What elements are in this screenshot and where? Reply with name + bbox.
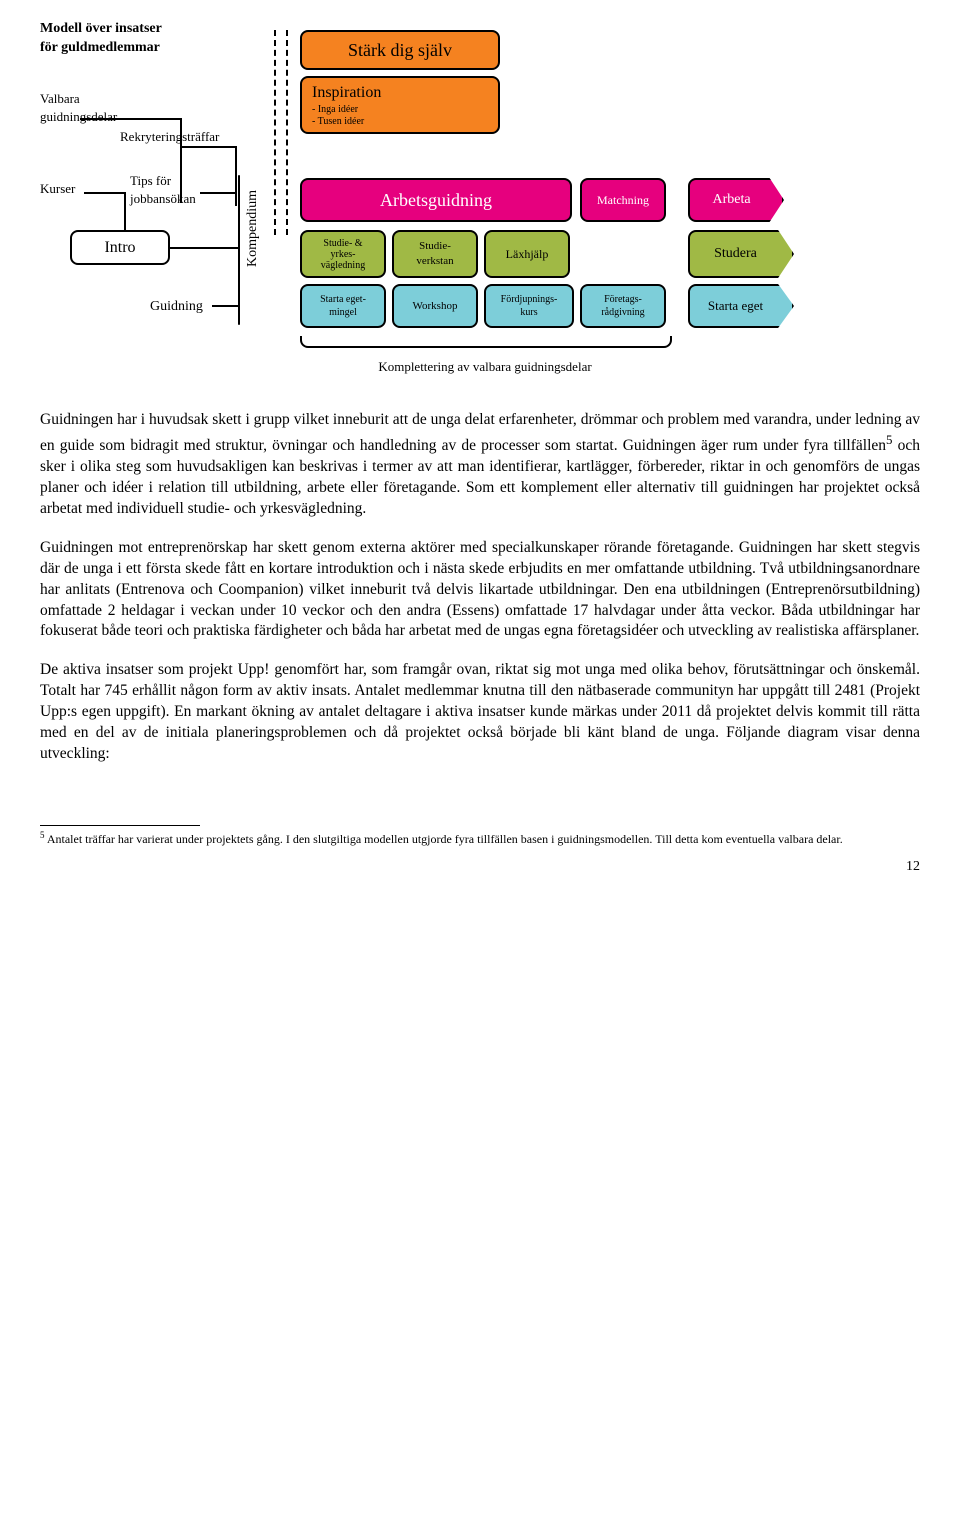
- guidning-label: Guidning: [150, 298, 203, 317]
- title-l2: för guldmedlemmar: [40, 40, 160, 55]
- footnote-rule: [40, 825, 200, 826]
- starta-eget-box: Starta eget: [688, 284, 794, 328]
- bottom-bracket: [300, 336, 672, 348]
- paragraph-1: Guidningen har i huvudsak skett i grupp …: [40, 410, 920, 520]
- dashed-2: [286, 30, 288, 235]
- fordjupning-box: Fördjupnings-kurs: [484, 284, 574, 328]
- arbeta-box: Arbeta: [688, 178, 784, 222]
- tips-label: Tips för jobbansökan: [130, 172, 196, 207]
- line-guidning: [212, 305, 238, 307]
- diagram-title: Modell över insatser för guldmedlemmar: [40, 20, 162, 58]
- model-diagram: Modell över insatser för guldmedlemmar V…: [40, 20, 800, 390]
- line-tips: [200, 192, 235, 194]
- title-l1: Modell över insatser: [40, 21, 162, 36]
- paragraph-2: Guidningen mot entreprenörskap har skett…: [40, 538, 920, 643]
- starta-mingel-box: Starta eget-mingel: [300, 284, 386, 328]
- line-valbara: [80, 118, 180, 120]
- inspiration-box: Inspiration - Inga idéer - Tusen idéer: [300, 76, 500, 134]
- arbetsguidning-box: Arbetsguidning: [300, 178, 572, 222]
- page-number: 12: [40, 858, 920, 877]
- kompendium-label: Kompendium: [244, 190, 263, 267]
- foretagsrad-box: Företags-rådgivning: [580, 284, 666, 328]
- line-tips-v: [235, 146, 237, 206]
- studera-box: Studera: [688, 230, 794, 278]
- workshop-box: Workshop: [392, 284, 478, 328]
- line-rekryt: [180, 146, 235, 148]
- kurser-label: Kurser: [40, 180, 75, 198]
- studie-yrkes-box: Studie- &yrkes-vägledning: [300, 230, 386, 278]
- bracket-label: Komplettering av valbara guidningsdelar: [320, 358, 650, 376]
- footnote: 5 Antalet träffar har varierat under pro…: [40, 830, 920, 848]
- dashed-1: [274, 30, 276, 235]
- rekryt-label: Rekryteringsträffar: [120, 128, 219, 146]
- line-valbara-v: [180, 118, 182, 203]
- stark-box: Stärk dig själv: [300, 30, 500, 70]
- kompendium-bracket: [238, 175, 240, 325]
- paragraph-3: De aktiva insatser som projekt Upp! geno…: [40, 660, 920, 765]
- line-intro: [170, 247, 238, 249]
- matchning-box: Matchning: [580, 178, 666, 222]
- laxhjalp-box: Läxhjälp: [484, 230, 570, 278]
- intro-box: Intro: [70, 230, 170, 265]
- line-kurser: [84, 192, 124, 194]
- studieverkstan-box: Studie-verkstan: [392, 230, 478, 278]
